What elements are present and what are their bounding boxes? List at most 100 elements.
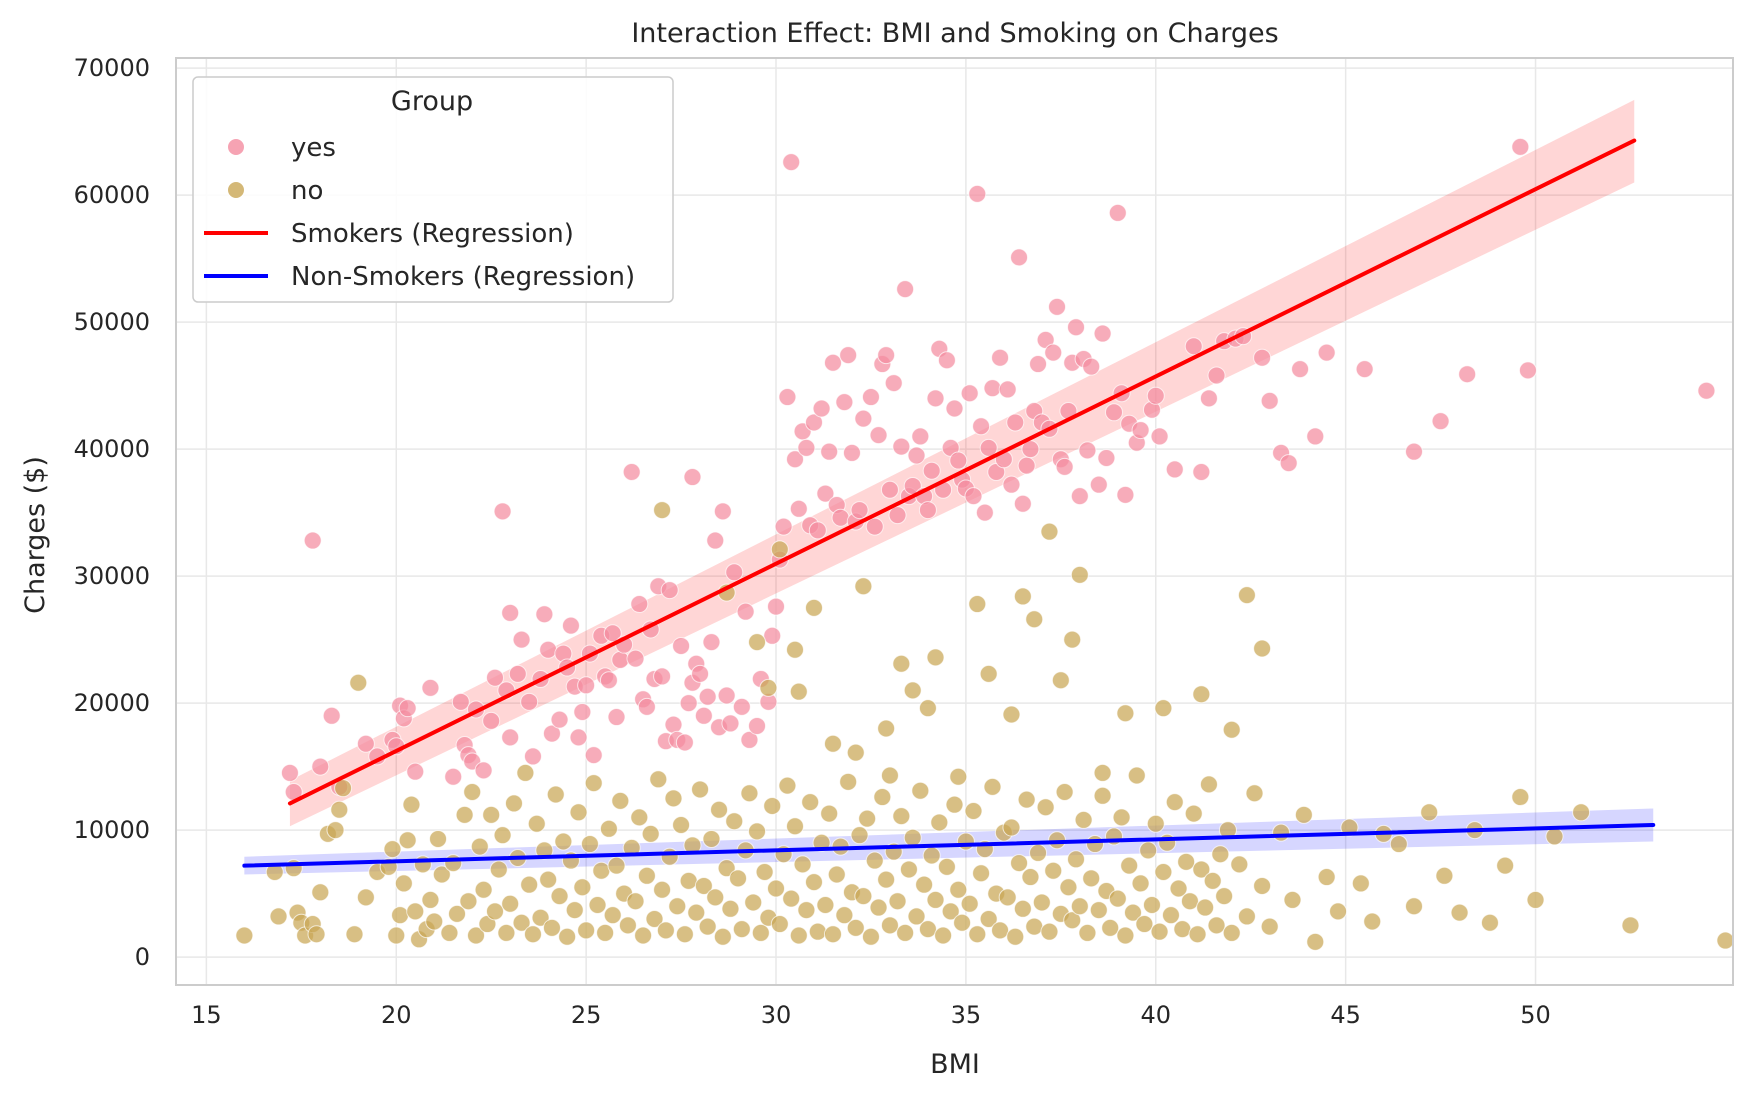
data-point [694, 706, 713, 725]
data-point [1093, 763, 1112, 782]
data-point [850, 501, 869, 520]
data-point [1142, 895, 1161, 914]
data-point [782, 889, 801, 908]
data-point [903, 828, 922, 847]
data-point [1405, 897, 1424, 916]
x-tick-label: 25 [571, 1001, 602, 1029]
data-point [653, 667, 672, 686]
data-point [1123, 903, 1142, 922]
data-point [1078, 923, 1097, 942]
data-point [1306, 427, 1325, 446]
data-point [964, 802, 983, 821]
data-point [1192, 860, 1211, 879]
data-point [1021, 868, 1040, 887]
data-point [599, 819, 618, 838]
data-point [793, 855, 812, 874]
data-point [596, 923, 615, 942]
y-tick-label: 30000 [74, 562, 150, 590]
data-point [873, 788, 892, 807]
data-point [577, 921, 596, 940]
legend-label: yes [291, 133, 336, 163]
data-point [1116, 704, 1135, 723]
data-point [527, 814, 546, 833]
data-point [637, 697, 656, 716]
data-point [611, 791, 630, 810]
data-point [786, 640, 805, 659]
data-point [979, 664, 998, 683]
data-point [1222, 720, 1241, 739]
data-point [1405, 442, 1424, 461]
legend-marker [227, 138, 245, 156]
data-point [1082, 869, 1101, 888]
data-point [467, 926, 486, 945]
data-point [926, 389, 945, 408]
data-point [751, 923, 770, 942]
data-point [1089, 475, 1108, 494]
tick-labels: 15 20 25 30 35 40 45 50 0 10000 20000 30000 40000 500… [74, 54, 1551, 1029]
data-point [1165, 460, 1184, 479]
y-tick-label: 60000 [74, 181, 150, 209]
data-point [907, 907, 926, 926]
data-point [918, 920, 937, 939]
data-point [732, 920, 751, 939]
data-point [1010, 854, 1029, 873]
data-point [1237, 907, 1256, 926]
data-point [637, 866, 656, 885]
data-point [713, 502, 732, 521]
data-point [865, 851, 884, 870]
data-point [820, 442, 839, 461]
data-point [736, 602, 755, 621]
data-point [649, 770, 668, 789]
legend-label: Non-Smokers (Regression) [291, 262, 635, 292]
data-point [937, 857, 956, 876]
data-point [960, 384, 979, 403]
data-point [1135, 915, 1154, 934]
data-point [763, 626, 782, 645]
data-point [1044, 343, 1063, 362]
data-point [949, 451, 968, 470]
data-point [520, 692, 539, 711]
data-point [539, 870, 558, 889]
data-point [429, 829, 448, 848]
data-point [1435, 866, 1454, 885]
data-point [1192, 685, 1211, 704]
data-point [804, 413, 823, 432]
data-point [482, 805, 501, 824]
data-point [1104, 403, 1123, 422]
data-point [945, 795, 964, 814]
data-point [1165, 793, 1184, 812]
data-point [1139, 841, 1158, 860]
data-point [831, 508, 850, 527]
data-point [740, 784, 759, 803]
data-point [1048, 297, 1067, 316]
data-point [767, 879, 786, 898]
data-point [892, 437, 911, 456]
data-point [1188, 925, 1207, 944]
data-point [592, 861, 611, 880]
data-point [880, 766, 899, 785]
data-point [573, 878, 592, 897]
data-point [804, 598, 823, 617]
data-point [839, 346, 858, 365]
data-point [599, 671, 618, 690]
data-point [808, 922, 827, 941]
data-point [888, 892, 907, 911]
data-point [972, 417, 991, 436]
data-point [550, 710, 569, 729]
data-point [482, 711, 501, 730]
data-point [1253, 639, 1272, 658]
data-point [786, 817, 805, 836]
data-point [1253, 348, 1272, 367]
data-point [1082, 357, 1101, 376]
data-point [907, 446, 926, 465]
data-point [1101, 918, 1120, 937]
data-point [903, 681, 922, 700]
data-point [820, 804, 839, 823]
x-tick-label: 50 [1520, 1001, 1551, 1029]
data-point [1283, 890, 1302, 909]
data-point [501, 894, 520, 913]
x-tick-label: 20 [381, 1001, 412, 1029]
data-point [1032, 893, 1051, 912]
data-point [888, 506, 907, 525]
data-point [983, 777, 1002, 796]
